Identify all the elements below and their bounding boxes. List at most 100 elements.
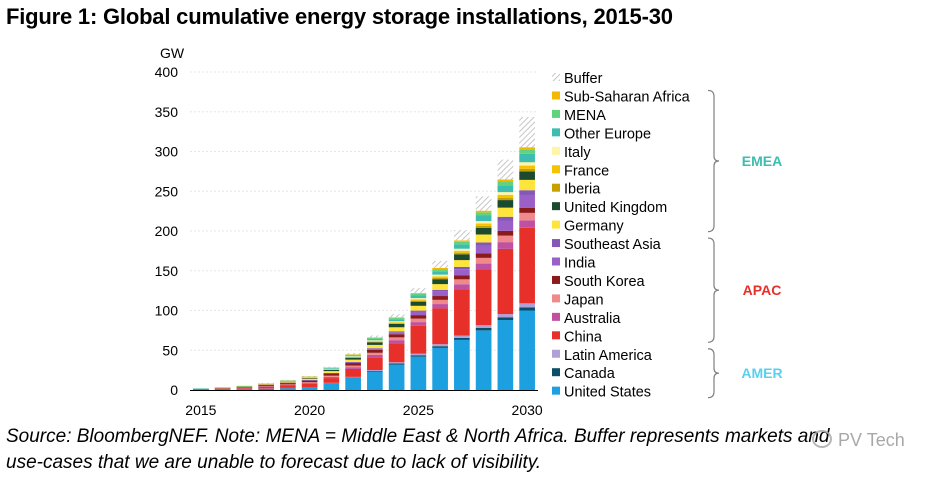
bar-segment-italy [410, 298, 427, 300]
bar-segment-other-europe [214, 387, 231, 389]
bar-segment-south-korea [410, 315, 427, 319]
caption-line-2: use-cases that we are unable to forecast… [6, 452, 542, 473]
bar-segment-germany [345, 359, 361, 363]
bar-segment-sub-saharan-africa [410, 292, 427, 294]
bar-segment-germany [497, 207, 514, 217]
legend-swatch [552, 275, 560, 284]
legend-swatch [552, 202, 560, 211]
region-label-amer: AMER [741, 365, 782, 381]
bar-segment-other-europe [410, 295, 427, 299]
bar-segment-united-states [323, 383, 340, 390]
bar-segment-buffer [388, 314, 405, 318]
y-tick-label: 0 [170, 382, 178, 398]
bar-segment-germany [388, 327, 405, 332]
bar-segment-latin-america [301, 386, 318, 388]
bar-segment-italy [454, 248, 470, 251]
bar-segment-mena [475, 212, 492, 216]
legend-swatch [552, 220, 560, 229]
legend-swatch [552, 183, 560, 192]
bar-segment-japan [258, 386, 274, 387]
bar-segment-united-kingdom [388, 323, 405, 328]
bar-segment-australia [323, 376, 340, 379]
bar-segment-australia [519, 220, 535, 228]
bar-segment-japan [345, 365, 361, 368]
bar-segment-southeast-asia [519, 190, 535, 195]
y-tick-label: 150 [155, 263, 179, 279]
bar-segment-other-europe [345, 355, 361, 357]
bar-segment-italy [323, 368, 340, 370]
legend-swatch [552, 109, 560, 118]
bar-segment-germany [519, 179, 535, 191]
y-tick-label: 350 [155, 104, 179, 120]
bar-segment-united-kingdom [454, 254, 470, 261]
bar-segment-india [367, 348, 383, 350]
bar-segment-sub-saharan-africa [497, 179, 514, 182]
bar-segment-india [519, 194, 535, 208]
bar-segment-italy [497, 192, 514, 195]
bar-segment-united-kingdom [301, 377, 318, 379]
region-bracket [707, 89, 720, 233]
bar-segment-united-states [367, 371, 383, 390]
legend-label: Latin America [564, 348, 653, 364]
bar-segment-united-states [280, 388, 296, 390]
source-caption: Source: BloombergNEF. Note: MENA = Middl… [6, 424, 946, 476]
y-tick-label: 50 [162, 342, 178, 358]
caption-line-1: Source: BloombergNEF. Note: MENA = Middl… [6, 426, 830, 447]
bar-segment-southeast-asia [388, 331, 405, 333]
bar-segment-mena [388, 318, 405, 320]
bar-segment-south-korea [519, 207, 535, 213]
bar-segment-buffer [301, 376, 318, 377]
bar-segment-buffer [323, 366, 340, 368]
bar-segment-france [345, 356, 361, 358]
bar-segment-mena [497, 181, 514, 186]
bar-segment-china [432, 308, 448, 345]
bar-segment-canada [454, 337, 470, 340]
bar-segment-united-states [301, 387, 318, 390]
bar-segment-southeast-asia [345, 362, 361, 363]
bar-segment-united-kingdom [519, 171, 535, 180]
legend-label: Southeast Asia [564, 237, 662, 253]
bar-segment-france [388, 322, 405, 324]
bar-segment-latin-america [214, 389, 231, 390]
bar-segment-south-korea [497, 230, 514, 236]
bar-segment-india [454, 269, 470, 276]
bar-segment-canada [497, 317, 514, 321]
bar-segment-germany [280, 381, 296, 383]
bar-segment-india [497, 220, 514, 231]
bar-segment-buffer [454, 230, 470, 241]
bar-segment-france [475, 223, 492, 226]
legend-label: Other Europe [564, 126, 651, 142]
bar-segment-germany [301, 378, 318, 381]
bar-segment-other-europe [519, 153, 535, 163]
bar-segment-southeast-asia [432, 289, 448, 292]
bar-segment-china [475, 269, 492, 326]
bar-segment-canada [432, 346, 448, 348]
bar-segment-mena [410, 293, 427, 296]
bar-segment-united-states [497, 320, 514, 390]
bar-segment-other-europe [432, 271, 448, 275]
bar-segment-latin-america [475, 325, 492, 328]
bar-segment-india [410, 311, 427, 316]
bar-segment-india [475, 245, 492, 254]
bar-segment-china [301, 383, 318, 387]
legend-label: MENA [564, 108, 606, 124]
bar-segment-sub-saharan-africa [475, 210, 492, 213]
bar-segment-italy [280, 380, 296, 382]
region-bracket [707, 237, 720, 343]
bar-segment-buffer [519, 116, 535, 148]
bar-segment-sub-saharan-africa [345, 354, 361, 355]
bar-segment-japan [236, 387, 253, 388]
bar-segment-india [345, 362, 361, 364]
legend-label: Canada [564, 366, 616, 382]
bar-segment-australia [345, 367, 361, 369]
bar-segment-other-europe [388, 319, 405, 322]
legend-swatch [552, 368, 560, 377]
bar-segment-canada [519, 307, 535, 311]
bar-segment-japan [519, 212, 535, 221]
bar-segment-latin-america [345, 376, 361, 378]
bar-segment-germany [454, 260, 470, 267]
bar-segment-southeast-asia [475, 242, 492, 246]
region-label-emea: EMEA [742, 153, 782, 169]
bar-segment-southeast-asia [454, 266, 470, 270]
bar-segment-australia [301, 383, 318, 384]
